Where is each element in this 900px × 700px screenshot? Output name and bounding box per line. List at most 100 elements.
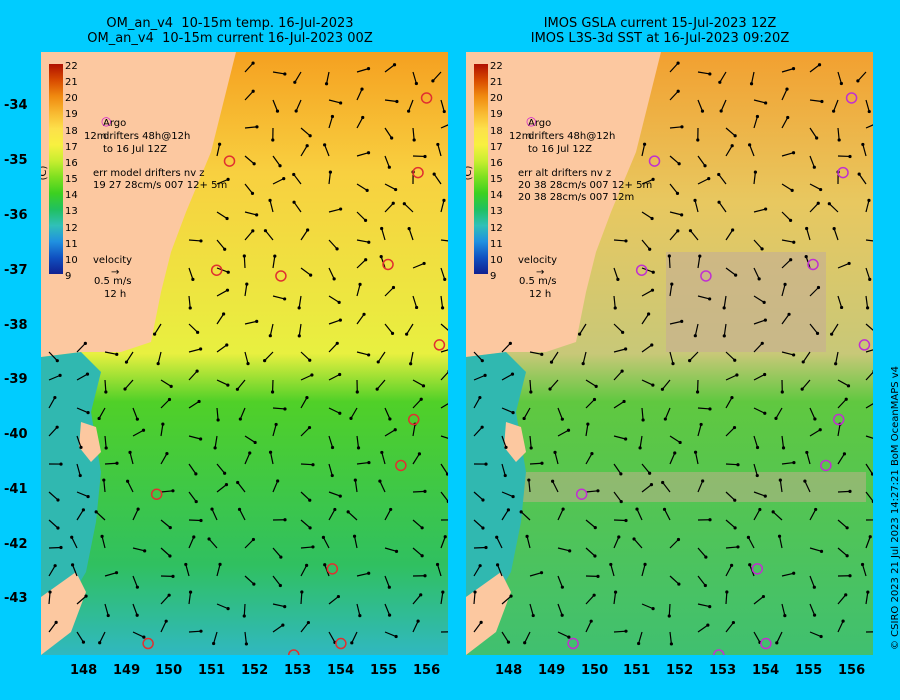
current-arrow — [639, 435, 643, 448]
current-arrow-head — [596, 574, 600, 579]
current-arrow-head — [511, 411, 515, 415]
temperature-colorbar — [474, 64, 488, 274]
current-arrow — [216, 603, 229, 610]
current-arrow — [809, 429, 821, 437]
current-arrow-head — [649, 483, 654, 487]
current-arrow — [697, 407, 711, 410]
current-arrow-head — [480, 425, 484, 429]
current-arrow — [216, 564, 221, 577]
current-arrow-head — [446, 499, 448, 504]
current-arrow-head — [789, 258, 793, 262]
flinders-island — [79, 422, 101, 462]
current-arrow — [725, 591, 728, 605]
current-arrow-head — [419, 593, 423, 597]
current-arrow — [188, 491, 197, 502]
current-arrow — [613, 323, 624, 333]
current-arrow-head — [839, 305, 844, 310]
current-arrow-head — [390, 136, 394, 140]
current-arrow — [244, 155, 255, 165]
current-arrow — [753, 267, 760, 280]
current-arrow-head — [786, 115, 790, 120]
current-arrow — [638, 631, 643, 644]
current-arrow-head — [283, 297, 287, 301]
current-arrow-head — [356, 446, 361, 450]
current-arrow-head — [663, 417, 667, 421]
current-arrow-head — [842, 452, 847, 456]
current-arrow-head — [650, 216, 654, 221]
current-arrow-head — [676, 89, 680, 93]
x-tick: 149 — [538, 663, 566, 678]
current-arrow-head — [423, 574, 427, 578]
current-arrow — [641, 239, 651, 250]
current-arrow-head — [820, 99, 824, 104]
current-arrow-head — [417, 452, 422, 456]
current-arrow-head — [196, 330, 200, 334]
current-arrow — [412, 490, 426, 493]
current-arrow — [48, 351, 58, 362]
current-arrow-head — [676, 537, 681, 542]
current-arrow-head — [706, 623, 710, 627]
current-arrow — [188, 295, 191, 308]
current-arrow-head — [540, 352, 544, 356]
current-arrow-head — [242, 614, 246, 618]
current-arrow-head — [613, 590, 618, 594]
current-arrow-head — [405, 332, 409, 336]
right-map-svg — [466, 52, 873, 655]
current-arrow-head — [578, 332, 582, 336]
current-arrow-head — [84, 594, 88, 598]
colorbar-title: temperature (C) — [41, 165, 49, 181]
current-arrow — [641, 313, 650, 325]
current-arrow — [858, 173, 867, 185]
current-arrow-head — [730, 395, 734, 400]
current-arrow-head — [143, 549, 147, 553]
current-arrow — [806, 452, 811, 465]
current-arrow-head — [781, 446, 786, 450]
current-arrow — [188, 592, 192, 605]
current-arrow — [809, 127, 818, 139]
current-arrow — [775, 407, 783, 419]
current-arrow-head — [839, 81, 843, 86]
current-arrow — [809, 509, 817, 521]
current-arrow — [432, 71, 442, 82]
current-arrow-head — [394, 634, 398, 639]
current-arrow-head — [311, 545, 315, 549]
current-arrow — [244, 435, 256, 443]
current-arrow — [408, 99, 414, 112]
current-arrow-head — [168, 526, 172, 530]
current-arrow-head — [281, 623, 285, 627]
tasmania-coast — [466, 572, 511, 655]
current-arrow — [104, 379, 107, 393]
current-arrow — [124, 379, 134, 390]
current-arrow-head — [253, 440, 257, 445]
current-arrow-head — [297, 306, 301, 310]
current-arrow — [412, 127, 415, 141]
current-arrow — [501, 342, 511, 353]
current-arrow — [132, 407, 138, 420]
current-arrow-head — [777, 534, 782, 538]
current-arrow — [835, 351, 839, 364]
current-arrow — [216, 484, 227, 493]
current-arrow-head — [817, 63, 822, 67]
current-arrow — [328, 239, 338, 250]
current-arrow — [833, 228, 839, 241]
current-arrow-head — [651, 383, 655, 387]
y-tick: -40 — [4, 427, 28, 442]
current-arrow-head — [722, 334, 726, 338]
current-arrow — [613, 267, 619, 280]
right-panel-title: IMOS GSLA current 15-Jul-2023 12Z IMOS L… — [440, 16, 880, 46]
current-arrow — [809, 99, 822, 103]
current-arrow-head — [566, 428, 571, 432]
current-arrow — [377, 351, 386, 363]
current-arrow — [351, 631, 358, 644]
current-arrow — [809, 631, 822, 638]
current-arrow-head — [339, 101, 343, 105]
current-arrow-head — [225, 343, 229, 347]
current-arrow — [837, 424, 841, 437]
current-arrow-head — [638, 446, 642, 450]
current-arrow-head — [306, 620, 311, 625]
current-arrow-head — [619, 499, 623, 504]
current-arrow — [104, 603, 109, 616]
current-arrow — [208, 538, 218, 549]
current-arrow-head — [662, 507, 667, 511]
current-arrow-head — [635, 507, 639, 511]
